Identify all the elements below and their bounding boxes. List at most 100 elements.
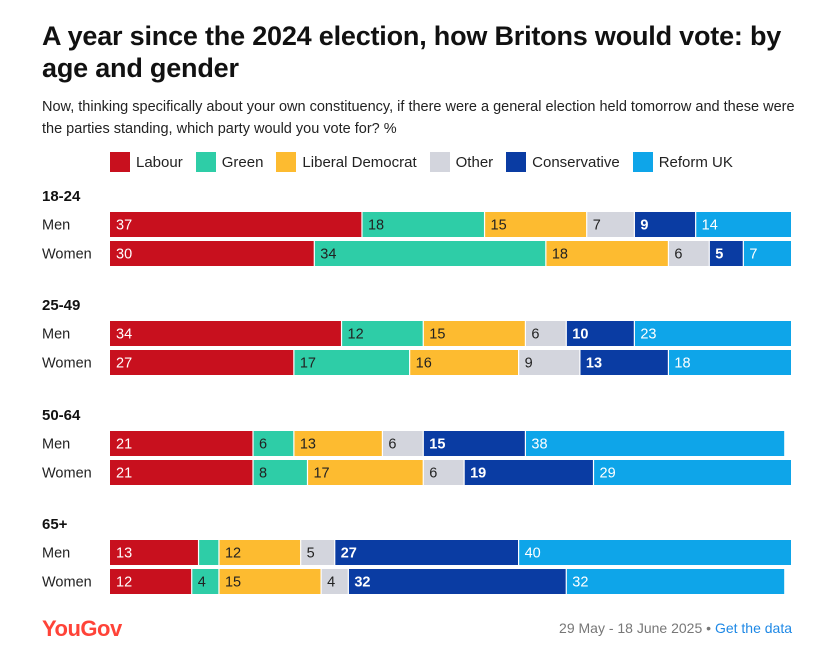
data-label: 32 [354, 575, 370, 591]
data-label: 18 [674, 356, 690, 372]
data-label: 34 [116, 327, 132, 343]
group-label: 65+ [42, 516, 68, 533]
data-label: 27 [341, 546, 357, 562]
legend-label: Reform UK [658, 153, 733, 171]
data-label: 9 [640, 218, 648, 234]
data-label: 27 [116, 356, 132, 372]
data-label: 18 [552, 247, 568, 263]
data-label: 23 [640, 327, 656, 343]
bar-segment-reform-uk [518, 540, 791, 565]
get-the-data-link[interactable]: Get the data [714, 620, 792, 636]
bar-segment-other [300, 540, 335, 565]
legend-label: Conservative [532, 153, 620, 171]
bar-segment-conservative [464, 460, 594, 485]
group-label: 18-24 [42, 188, 81, 205]
legend-item-green: Green [195, 152, 263, 172]
legend-item-reform-uk: Reform UK [632, 152, 733, 172]
bar-segment-other [518, 350, 580, 375]
bar-segment-reform-uk [525, 431, 785, 456]
data-label: 4 [327, 575, 335, 591]
data-label: 21 [116, 466, 132, 482]
bar-segment-conservative [634, 212, 696, 237]
data-label: 15 [429, 437, 445, 453]
legend-label: Other [455, 153, 494, 171]
legend-label: Liberal Democrat [302, 153, 417, 171]
bar-segment-other [586, 212, 635, 237]
yougov-logo: YouGov [42, 616, 122, 641]
row-label: Men [42, 437, 70, 453]
bar-segment-liberal-democrat [545, 241, 669, 266]
bar-segment-liberal-democrat [307, 460, 424, 485]
data-label: 12 [348, 327, 364, 343]
data-label: 12 [225, 546, 241, 562]
bar-segment-liberal-democrat [409, 350, 519, 375]
data-label: 17 [300, 356, 316, 372]
data-label: 21 [116, 437, 132, 453]
data-label: 7 [749, 247, 757, 263]
bar-segment-labour [110, 460, 254, 485]
data-label: 38 [531, 437, 547, 453]
bar-segment-conservative [334, 540, 519, 565]
legend-label: Labour [136, 153, 183, 171]
date-range: 29 May - 18 June 2025 [559, 620, 703, 636]
legend-swatch [429, 152, 450, 172]
data-label: 15 [225, 575, 241, 591]
data-label: 6 [674, 247, 682, 263]
bar-segment-green [314, 241, 546, 266]
bar-segment-reform-uk [593, 460, 791, 485]
legend-swatch [506, 152, 527, 172]
group-label: 25-49 [42, 297, 80, 314]
data-label: 10 [572, 327, 588, 343]
bar-segment-conservative [579, 350, 669, 375]
legend: Labour Green Liberal Democrat Other Conserva… [110, 151, 746, 173]
bar-segment-conservative [423, 431, 526, 456]
data-label: 32 [572, 575, 588, 591]
bar-segment-other [668, 241, 710, 266]
data-label: 6 [429, 466, 437, 482]
data-label: 14 [702, 218, 718, 234]
data-label: 4 [198, 575, 206, 591]
data-label: 29 [600, 466, 616, 482]
row-label: Men [42, 218, 70, 234]
bar-segment-green [361, 212, 485, 237]
bar-segment-other [423, 460, 465, 485]
row-label: Men [42, 327, 70, 343]
chart-subtitle: Now, thinking specifically about your ow… [42, 99, 795, 137]
data-label: 5 [307, 546, 315, 562]
legend-item-labour: Labour [110, 152, 183, 172]
bar-segment-liberal-democrat [484, 212, 587, 237]
bar-segment-other [525, 321, 567, 346]
bar-segment-liberal-democrat [218, 540, 301, 565]
bar-segment-green [191, 569, 219, 594]
data-label: 13 [300, 437, 316, 453]
bar-segment-other [321, 569, 349, 594]
data-label: 9 [525, 356, 533, 372]
data-label: 6 [388, 437, 396, 453]
legend-swatch [195, 152, 216, 172]
row-label: Women [42, 247, 92, 263]
bar-segment-reform-uk [695, 212, 791, 237]
bar-segment-other [382, 431, 424, 456]
bar-segment-reform-uk [634, 321, 791, 346]
data-label: 30 [116, 247, 132, 263]
data-label: 17 [313, 466, 329, 482]
bar-segment-labour [110, 540, 199, 565]
legend-item-other: Other [429, 152, 494, 172]
row-label: Women [42, 466, 92, 482]
bar-segment-green [341, 321, 424, 346]
data-label: 40 [525, 546, 541, 562]
bar-segment-labour [110, 569, 192, 594]
bar-segment-green [198, 540, 219, 565]
bar-segment-labour [110, 241, 315, 266]
data-label: 15 [429, 327, 445, 343]
data-label: 6 [259, 437, 267, 453]
bar-segment-labour [110, 212, 362, 237]
data-label: 16 [416, 356, 432, 372]
bar-segment-reform-uk [743, 241, 791, 266]
data-label: 15 [491, 218, 507, 234]
data-label: 7 [593, 218, 601, 234]
data-label: 18 [368, 218, 384, 234]
data-label: 13 [586, 356, 602, 372]
bar-segment-conservative [348, 569, 567, 594]
